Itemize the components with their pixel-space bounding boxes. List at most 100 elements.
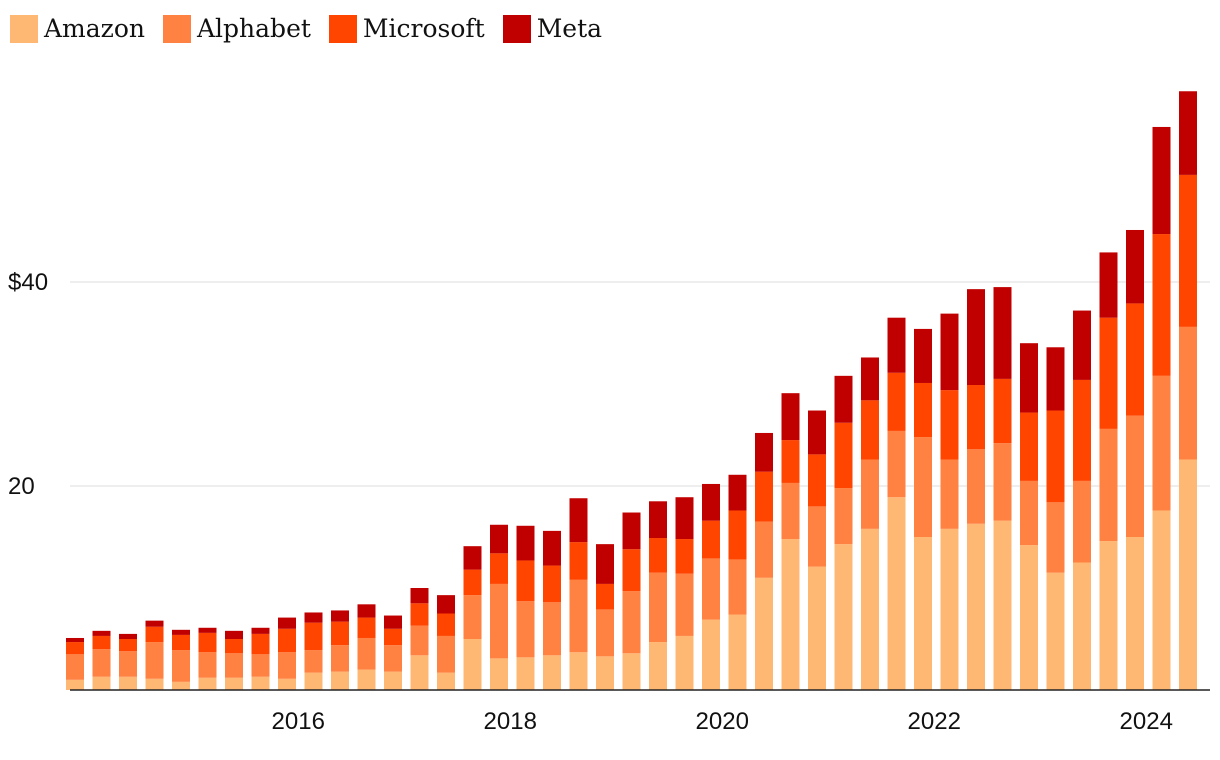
bar-stack-10	[331, 610, 349, 690]
bar-meta-41	[1152, 126, 1171, 235]
bar-meta-30	[861, 357, 879, 401]
bar-amazon-40	[1126, 537, 1144, 690]
bar-microsoft-9	[304, 622, 323, 651]
bar-alphabet-26	[755, 521, 773, 578]
bar-alphabet-10	[331, 645, 349, 672]
bar-amazon-24	[702, 619, 720, 690]
bar-stack-42	[1179, 91, 1197, 690]
bar-alphabet-39	[1099, 428, 1118, 542]
bar-alphabet-3	[145, 642, 164, 679]
bar-microsoft-31	[887, 372, 906, 431]
gridlines	[70, 281, 1210, 487]
bar-alphabet-32	[914, 437, 932, 537]
bar-amazon-41	[1152, 510, 1171, 690]
bar-meta-7	[251, 627, 270, 634]
bar-stack-37	[1046, 347, 1065, 690]
legend-label-alphabet: Alphabet	[197, 14, 311, 43]
bar-microsoft-34	[967, 385, 985, 450]
bar-microsoft-8	[278, 628, 296, 653]
bar-meta-11	[357, 604, 376, 618]
x-tick-labels: 2016 2018 2020 2022 2024	[272, 708, 1173, 735]
bar-microsoft-3	[145, 626, 164, 643]
bar-meta-32	[914, 328, 932, 383]
bar-amazon-27	[781, 539, 800, 690]
bar-meta-19	[569, 498, 588, 543]
bar-stack-25	[728, 474, 747, 690]
bar-stack-35	[993, 287, 1012, 690]
bar-amazon-35	[993, 520, 1012, 690]
bar-stack-29	[834, 375, 853, 690]
bar-amazon-12	[384, 671, 402, 690]
bar-alphabet-7	[251, 654, 270, 677]
bar-alphabet-28	[808, 506, 826, 567]
bar-meta-42	[1179, 91, 1197, 175]
bar-alphabet-41	[1152, 375, 1171, 511]
bar-microsoft-25	[728, 510, 747, 560]
bar-amazon-19	[569, 652, 588, 690]
bar-stack-16	[490, 524, 508, 690]
bar-amazon-8	[278, 678, 296, 690]
bar-amazon-22	[649, 642, 667, 690]
bar-alphabet-31	[887, 430, 906, 498]
bar-stack-20	[596, 544, 614, 690]
bar-stack-32	[914, 328, 932, 690]
bar-stack-24	[702, 483, 720, 690]
bar-amazon-33	[940, 528, 959, 690]
legend-swatch-alphabet	[163, 14, 191, 43]
bar-amazon-13	[410, 655, 429, 690]
bar-microsoft-28	[808, 454, 826, 507]
bar-alphabet-0	[66, 654, 84, 680]
bar-amazon-28	[808, 566, 826, 690]
bar-meta-13	[410, 588, 429, 604]
bar-microsoft-11	[357, 617, 376, 638]
bar-stack-40	[1126, 229, 1144, 690]
bar-microsoft-39	[1099, 317, 1118, 429]
bar-meta-12	[384, 615, 402, 629]
bar-alphabet-27	[781, 482, 800, 540]
bar-microsoft-14	[437, 613, 455, 636]
bar-amazon-9	[304, 672, 323, 690]
bar-stack-27	[781, 393, 800, 690]
bar-stack-6	[225, 630, 243, 690]
bar-stack-39	[1099, 252, 1118, 690]
bar-alphabet-19	[569, 579, 588, 653]
bar-alphabet-30	[861, 459, 879, 529]
bar-stack-12	[384, 615, 402, 690]
bar-microsoft-4	[172, 634, 190, 651]
bar-alphabet-17	[516, 601, 535, 658]
bar-stack-11	[357, 604, 376, 690]
bar-meta-39	[1099, 252, 1118, 318]
bar-stack-18	[543, 530, 561, 690]
legend-item-alphabet: Alphabet	[163, 14, 311, 43]
bar-stack-19	[569, 498, 588, 690]
bar-stack-13	[410, 588, 429, 690]
bar-microsoft-22	[649, 538, 667, 573]
bar-stack-17	[516, 525, 535, 690]
bar-meta-1	[92, 630, 111, 636]
chart-legend: Amazon Alphabet Microsoft Meta	[10, 14, 620, 43]
bar-alphabet-11	[357, 637, 376, 670]
bar-microsoft-20	[596, 583, 614, 610]
bar-stack-23	[675, 497, 694, 690]
bar-alphabet-25	[728, 559, 747, 615]
bar-amazon-1	[92, 676, 111, 690]
bar-amazon-16	[490, 658, 508, 690]
bar-stack-22	[649, 501, 667, 690]
bar-stack-41	[1152, 126, 1171, 690]
bar-alphabet-21	[622, 591, 641, 654]
bar-alphabet-33	[940, 459, 959, 529]
x-tick-label-2018: 2018	[484, 708, 537, 735]
legend-swatch-microsoft	[328, 14, 357, 43]
bar-alphabet-40	[1126, 415, 1144, 537]
bar-alphabet-15	[463, 595, 482, 639]
bar-amazon-21	[622, 653, 641, 690]
bar-stack-14	[437, 595, 455, 690]
bar-stack-28	[808, 410, 826, 690]
bar-stack-15	[463, 546, 482, 690]
bar-stack-26	[755, 432, 773, 690]
bar-amazon-18	[543, 655, 561, 690]
legend-label-amazon: Amazon	[44, 14, 145, 43]
bar-alphabet-4	[172, 650, 190, 682]
bar-stack-34	[967, 289, 985, 690]
bar-stack-31	[887, 317, 906, 690]
